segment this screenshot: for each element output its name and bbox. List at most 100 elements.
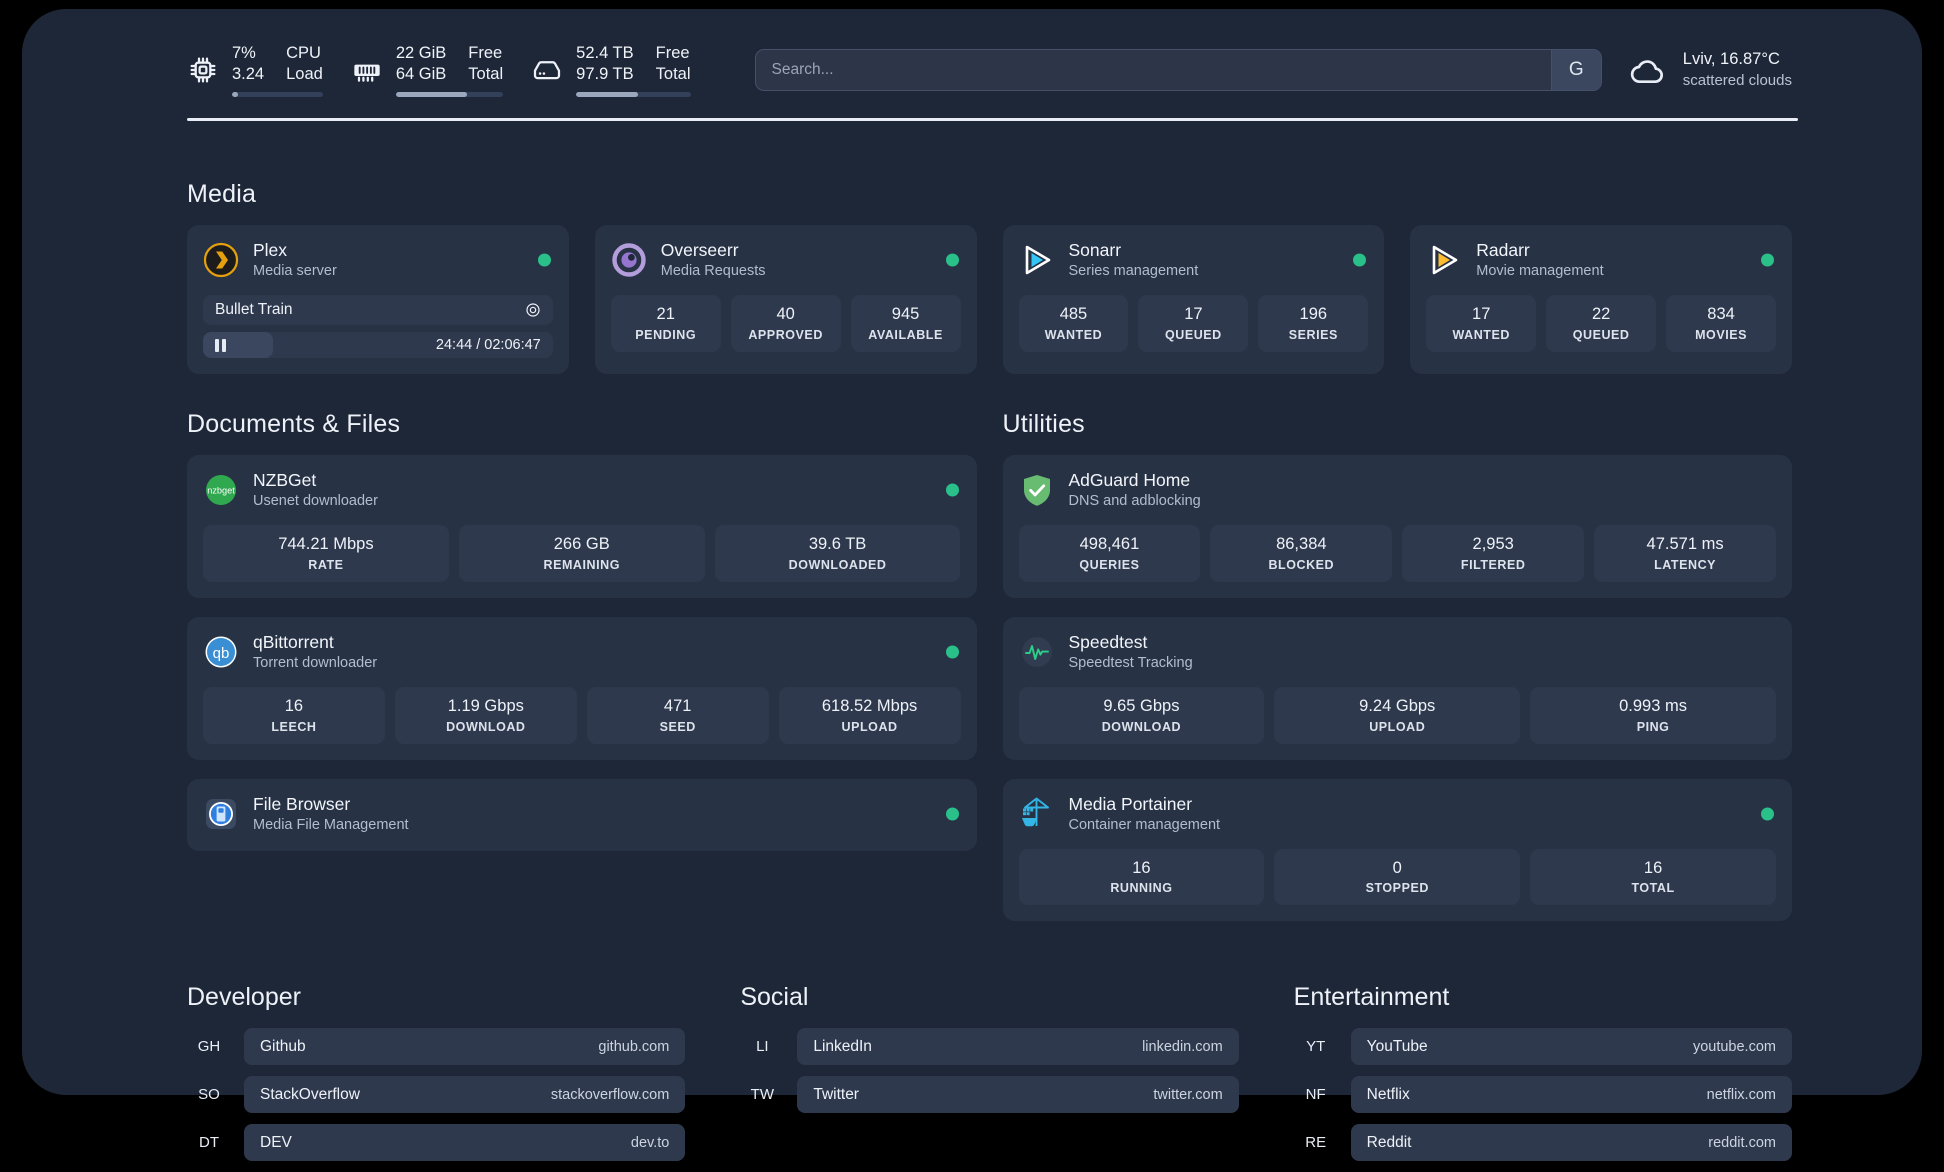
- bookmark-link[interactable]: NF Netflix netflix.com: [1294, 1076, 1792, 1114]
- service-card-header: Plex Media server: [203, 239, 553, 281]
- stat-label: QUEUED: [1164, 327, 1222, 342]
- service-card[interactable]: Overseerr Media Requests 21 PENDING 40 APPROV…: [594, 225, 977, 375]
- service-description: Torrent downloader: [253, 654, 378, 671]
- stat-cell: 0 STOPPED: [1274, 848, 1521, 906]
- service-name: Media Portainer: [1068, 793, 1193, 814]
- stat-value: 2,953: [1472, 535, 1514, 554]
- stat-grid: 16 RUNNING 0 STOPPED 16 TOTAL: [1018, 848, 1777, 906]
- weather-location-temp: Lviv, 16.87°C: [1682, 50, 1780, 69]
- bookmark-group-title: Developer: [187, 983, 301, 1012]
- bookmark-badge: YT: [1306, 1038, 1326, 1056]
- now-playing-progress-row[interactable]: 24:44 / 02:06:47: [203, 332, 553, 359]
- stat-cell: 485 WANTED: [1018, 295, 1129, 352]
- media-card-row: Plex Media server Bullet Train 24:44 / 02:…: [187, 225, 1792, 375]
- stat-value: 40: [776, 305, 795, 324]
- stat-label: PENDING: [635, 327, 697, 342]
- service-card[interactable]: qb qBittorrent Torrent downloader 16 LEECH 1.…: [187, 616, 977, 760]
- stat-grid: 16 LEECH 1.19 Gbps DOWNLOAD 471 SEED 618.52 Mb…: [203, 687, 961, 744]
- service-meta: Plex Media server: [253, 239, 337, 281]
- status-indicator-online: [945, 645, 959, 659]
- bookmark-body[interactable]: LinkedIn linkedin.com: [797, 1028, 1239, 1066]
- utilities-section: Utilities AdGuard Home DNS and adblocking…: [1002, 410, 1792, 922]
- service-card[interactable]: Radarr Movie management 17 WANTED 22 QUEUED 83…: [1410, 225, 1792, 375]
- cpu-icon: [187, 54, 219, 86]
- service-card[interactable]: Plex Media server Bullet Train 24:44 / 02:…: [187, 225, 569, 375]
- bookmark-url: reddit.com: [1708, 1134, 1776, 1151]
- bookmark-body[interactable]: YouTube youtube.com: [1350, 1028, 1792, 1066]
- stat-label: MOVIES: [1695, 327, 1748, 342]
- service-card[interactable]: nzbget NZBGet Usenet downloader 744.21 Mbps…: [187, 455, 977, 598]
- stat-label: QUEUED: [1572, 327, 1630, 342]
- bookmarks-area: Developer GH Github github.com SO StackOv…: [187, 983, 1792, 1172]
- bookmark-url: twitter.com: [1153, 1086, 1223, 1103]
- bookmark-link[interactable]: TW Twitter twitter.com: [740, 1076, 1239, 1114]
- service-description: Media server: [253, 263, 337, 280]
- gear-icon[interactable]: [525, 302, 541, 318]
- bookmark-body[interactable]: Netflix netflix.com: [1350, 1076, 1792, 1114]
- disk-label-2: Total: [655, 65, 691, 83]
- weather-widget: Lviv, 16.87°C scattered clouds: [1628, 48, 1792, 91]
- svg-text:qb: qb: [213, 645, 230, 662]
- bookmark-link[interactable]: SO StackOverflow stackoverflow.com: [187, 1076, 686, 1114]
- stat-grid: 9.65 Gbps DOWNLOAD 9.24 Gbps UPLOAD 0.993 ms…: [1018, 687, 1777, 744]
- bookmark-url: stackoverflow.com: [550, 1086, 670, 1103]
- stat-value: 16: [284, 697, 304, 716]
- service-card[interactable]: File Browser Media File Management: [187, 778, 977, 851]
- cpu-label-2: Load: [286, 65, 323, 83]
- bookmark-name: Reddit: [1366, 1133, 1412, 1151]
- middle-grid: Documents & Files nzbget NZBGet Usenet dow…: [187, 410, 1792, 922]
- service-description: Speedtest Tracking: [1068, 654, 1193, 671]
- bookmark-badge: DT: [199, 1134, 219, 1152]
- stat-value: 485: [1059, 305, 1088, 324]
- stat-label: RATE: [308, 557, 344, 572]
- service-card-header: Radarr Movie management: [1426, 239, 1776, 281]
- service-card-header: Overseerr Media Requests: [611, 239, 961, 281]
- stat-grid: 744.21 Mbps RATE 266 GB REMAINING 39.6 TB DOW…: [203, 525, 961, 582]
- cpu-load-value: 3.24: [232, 65, 265, 83]
- bookmark-link[interactable]: YT YouTube youtube.com: [1294, 1028, 1792, 1066]
- stat-value: 471: [663, 697, 692, 716]
- service-card[interactable]: Media Portainer Container management 16 RUN…: [1002, 778, 1792, 922]
- stat-grid: 21 PENDING 40 APPROVED 945 AVAILABLE: [610, 295, 961, 352]
- bookmark-body[interactable]: Github github.com: [244, 1028, 686, 1066]
- stat-label: QUERIES: [1079, 557, 1140, 572]
- bookmark-group: Developer GH Github github.com SO StackOv…: [187, 983, 686, 1172]
- adguard-icon: [1019, 472, 1055, 508]
- bookmark-badge: GH: [197, 1038, 221, 1056]
- bookmark-body[interactable]: StackOverflow stackoverflow.com: [244, 1076, 686, 1114]
- cloud-icon: [1628, 50, 1668, 90]
- stat-cell: 17 WANTED: [1426, 295, 1537, 352]
- search-box[interactable]: G: [754, 49, 1602, 91]
- service-card-header: qb qBittorrent Torrent downloader: [203, 631, 961, 673]
- bookmark-link[interactable]: LI LinkedIn linkedin.com: [740, 1028, 1239, 1066]
- bookmark-body[interactable]: DEV dev.to: [244, 1124, 686, 1162]
- service-meta: Media Portainer Container management: [1069, 793, 1221, 835]
- bookmark-body[interactable]: Twitter twitter.com: [797, 1076, 1239, 1114]
- service-card-header: nzbget NZBGet Usenet downloader: [203, 469, 961, 511]
- bookmark-link[interactable]: DT DEV dev.to: [187, 1124, 686, 1162]
- stat-label: LEECH: [271, 719, 317, 734]
- disk-free-value: 52.4 TB: [576, 44, 634, 63]
- service-card[interactable]: Speedtest Speedtest Tracking 9.65 Gbps DOWN…: [1002, 616, 1792, 760]
- stat-value: 47.571 ms: [1646, 535, 1724, 554]
- stat-label: DOWNLOADED: [788, 557, 887, 572]
- service-description: Movie management: [1476, 263, 1604, 280]
- utilities-card-list: AdGuard Home DNS and adblocking 498,461 QUE…: [1002, 455, 1792, 922]
- disk-stat: 52.4 TB 97.9 TB Free Total: [531, 43, 691, 97]
- sonarr-icon: [1019, 242, 1055, 278]
- pause-icon[interactable]: [215, 338, 226, 352]
- search-engine-button[interactable]: G: [1550, 50, 1601, 90]
- service-description: DNS and adblocking: [1068, 493, 1201, 510]
- header-divider: [187, 118, 1798, 121]
- service-card[interactable]: AdGuard Home DNS and adblocking 498,461 QUE…: [1002, 455, 1792, 598]
- stat-grid: 17 WANTED 22 QUEUED 834 MOVIES: [1426, 295, 1777, 352]
- service-card[interactable]: Sonarr Series management 485 WANTED 17 QUEUED…: [1002, 225, 1385, 375]
- search-input[interactable]: [755, 50, 1551, 90]
- bookmark-link[interactable]: GH Github github.com: [187, 1028, 686, 1066]
- service-card-header: Sonarr Series management: [1019, 239, 1369, 281]
- bookmark-body[interactable]: Reddit reddit.com: [1350, 1124, 1792, 1162]
- status-indicator-online: [1353, 253, 1367, 267]
- bookmark-url: youtube.com: [1692, 1038, 1776, 1055]
- stat-cell: 0.993 ms PING: [1530, 687, 1776, 744]
- bookmark-link[interactable]: RE Reddit reddit.com: [1294, 1124, 1792, 1162]
